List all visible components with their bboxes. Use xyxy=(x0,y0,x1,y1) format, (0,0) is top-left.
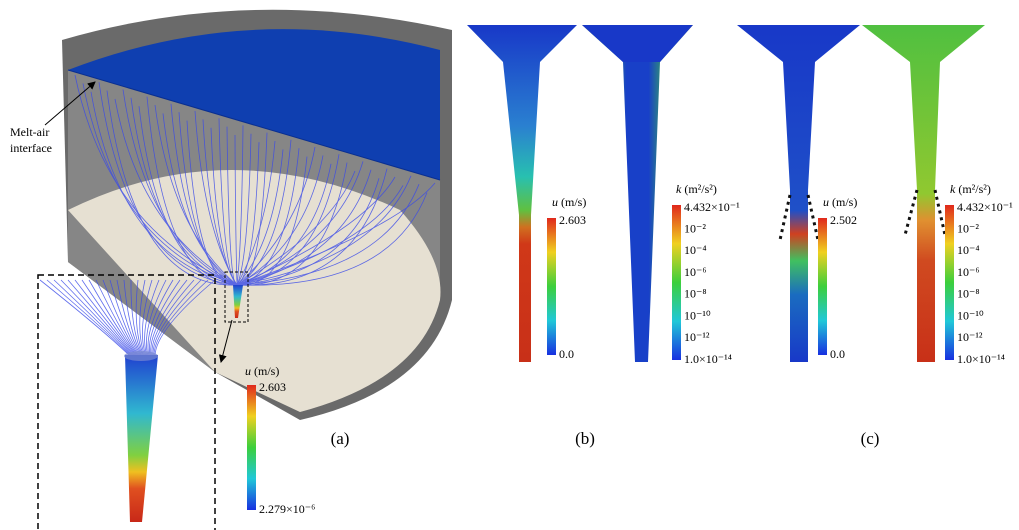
colorbar-tick-label: 10⁻⁴ xyxy=(957,243,980,257)
colorbar-tick-label: 0.0 xyxy=(559,347,574,361)
colorbar-unit: (m/s) xyxy=(254,364,279,378)
colorbar-tick-label: 10⁻² xyxy=(957,221,979,235)
colorbar-tick-label: 10⁻⁶ xyxy=(684,265,707,279)
colorbar-tick-label: 2.603 xyxy=(559,213,586,227)
colorbar-unit: (m²/s²) xyxy=(958,182,991,196)
colorbar-tick-label: 10⁻¹⁰ xyxy=(684,308,711,322)
colorbar-unit: (m/s) xyxy=(561,195,586,209)
colorbar xyxy=(818,218,827,355)
colorbar-tick-label: 4.432×10⁻¹ xyxy=(684,200,740,214)
colorbar-tick-label: 10⁻¹² xyxy=(684,330,710,344)
colorbar-tick-label: 10⁻⁸ xyxy=(684,287,707,301)
panel-a-render xyxy=(38,10,452,530)
colorbar-tick-label: 4.432×10⁻¹ xyxy=(957,200,1013,214)
colorbar-title: k(m²/s²) xyxy=(950,182,991,196)
colorbar-unit: (m/s) xyxy=(832,195,857,209)
colorbar-tick-label: 10⁻¹² xyxy=(957,330,983,344)
colorbar-tick-label: 1.0×10⁻¹⁴ xyxy=(957,352,1005,366)
colorbar-tick-label: 10⁻¹⁰ xyxy=(957,308,984,322)
colorbar-title: u(m/s) xyxy=(552,195,586,209)
colorbar-unit: (m²/s²) xyxy=(684,182,717,196)
colorbar-tick-label: 2.603 xyxy=(259,380,286,394)
colorbar-tick-label: 1.0×10⁻¹⁴ xyxy=(684,352,732,366)
panel-label: (b) xyxy=(575,429,595,448)
colorbar xyxy=(672,205,681,360)
colorbar-tick-label: 2.502 xyxy=(830,213,857,227)
colorbar-tick-label: 2.279×10⁻⁶ xyxy=(259,502,315,516)
panel-label: (c) xyxy=(861,429,880,448)
panel-label: (a) xyxy=(331,429,350,448)
colorbar-quantity: k xyxy=(676,182,682,196)
colorbar-tick-label: 10⁻⁶ xyxy=(957,265,980,279)
colorbar-quantity: u xyxy=(245,364,251,378)
colorbar-quantity: k xyxy=(950,182,956,196)
colorbar-tick-label: 10⁻² xyxy=(684,221,706,235)
colorbar-title: u(m/s) xyxy=(245,364,279,378)
colorbar-tick-label: 10⁻⁴ xyxy=(684,243,707,257)
colorbar-title: k(m²/s²) xyxy=(676,182,717,196)
colorbar-tick-label: 0.0 xyxy=(830,347,845,361)
figure: Melt-air interface (a)u(m/s)2.6032.279×1… xyxy=(0,0,1019,530)
annotation: Melt-air xyxy=(10,125,49,139)
annotation: interface xyxy=(10,141,52,155)
colorbar-quantity: u xyxy=(552,195,558,209)
colorbar xyxy=(945,205,954,360)
colorbar xyxy=(247,385,256,510)
colorbar-quantity: u xyxy=(823,195,829,209)
colorbar xyxy=(547,218,556,355)
colorbar-title: u(m/s) xyxy=(823,195,857,209)
panel-b-render xyxy=(467,25,693,362)
colorbar-tick-label: 10⁻⁸ xyxy=(957,287,980,301)
